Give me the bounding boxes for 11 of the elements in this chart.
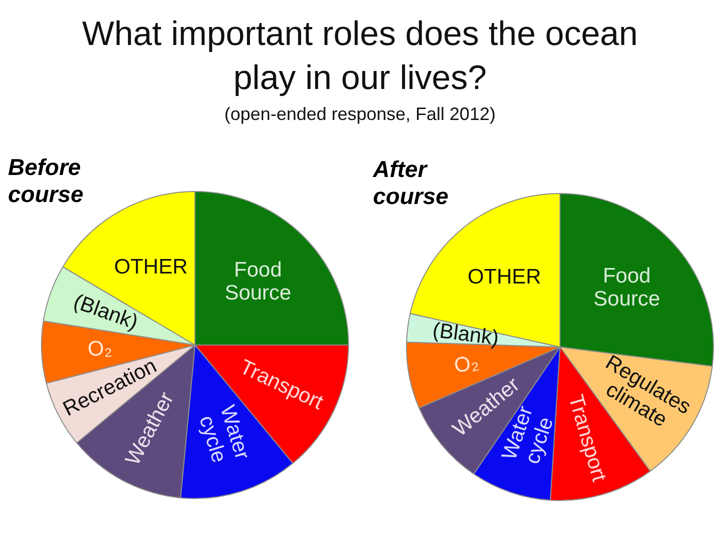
- slice-label: Food Source: [224, 258, 292, 304]
- slice-label: (Blank): [431, 318, 500, 350]
- slice-label: OTHER: [468, 265, 542, 288]
- chart-title: Before course: [8, 154, 84, 208]
- slice-label: O₂: [452, 350, 481, 378]
- slice-label: Food Source: [594, 264, 660, 310]
- text: (open-ended response, Fall 2012): [224, 103, 496, 126]
- chart-title: After course: [373, 156, 450, 210]
- slice-label: OTHER: [114, 255, 188, 278]
- text: What important roles does the ocean play in our lives?: [81, 14, 639, 99]
- slice-label: O₂: [87, 336, 113, 361]
